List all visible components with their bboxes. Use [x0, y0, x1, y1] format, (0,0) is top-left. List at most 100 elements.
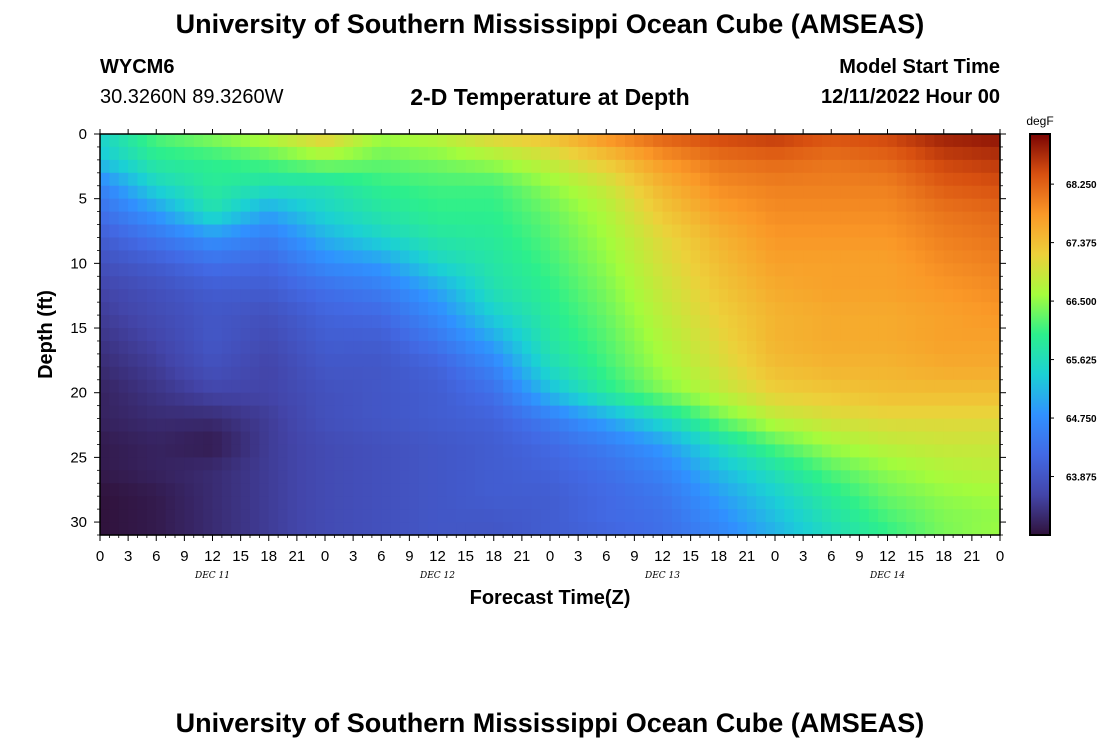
heatmap-cell	[559, 250, 570, 264]
heatmap-cell	[165, 353, 176, 368]
heatmap-cell	[240, 250, 251, 264]
x-tick-label: 21	[964, 548, 981, 565]
heatmap-cell	[325, 496, 335, 510]
heatmap-cell	[990, 366, 1001, 381]
heatmap-cell	[465, 366, 476, 381]
heatmap-cell	[634, 405, 645, 420]
heatmap-cell	[746, 289, 757, 303]
heatmap-cell	[925, 431, 935, 446]
heatmap-cell	[850, 328, 860, 342]
heatmap-cell	[831, 457, 842, 471]
heatmap-cell	[165, 185, 176, 200]
heatmap-cell	[118, 198, 129, 213]
heatmap-cell	[803, 276, 814, 290]
heatmap-cell	[193, 418, 204, 433]
heatmap-cell	[334, 379, 345, 394]
heatmap-cell	[296, 263, 307, 277]
heatmap-cell	[240, 263, 251, 277]
heatmap-cell	[662, 496, 673, 510]
heatmap-cell	[296, 159, 307, 174]
heatmap-cell	[915, 392, 926, 407]
heatmap-cell	[362, 211, 373, 226]
heatmap-cell	[146, 315, 157, 329]
heatmap-cell	[146, 289, 157, 303]
heatmap-cell	[568, 172, 579, 187]
heatmap-cell	[278, 185, 289, 200]
heatmap-cell	[971, 496, 982, 510]
colorbar	[1029, 133, 1051, 536]
heatmap-cell	[390, 302, 401, 316]
heatmap-cell	[596, 392, 607, 407]
heatmap-cell	[175, 483, 185, 497]
heatmap-cell	[587, 418, 598, 433]
heatmap-cell	[925, 379, 935, 394]
heatmap-cell	[662, 470, 673, 484]
heatmap-cell	[962, 237, 973, 252]
x-tick-label: 0	[996, 548, 1004, 565]
x-tick-label: 9	[405, 548, 413, 565]
heatmap-cell	[212, 250, 223, 264]
heatmap-cell	[325, 159, 335, 174]
heatmap-cell	[756, 340, 767, 355]
heatmap-cell	[709, 185, 720, 200]
heatmap-cell	[400, 457, 410, 471]
heatmap-cell	[737, 483, 748, 497]
heatmap-cell	[465, 392, 476, 407]
heatmap-cell	[278, 509, 289, 523]
heatmap-cell	[437, 224, 448, 239]
heatmap-cell	[653, 134, 664, 148]
heatmap-cell	[390, 159, 401, 174]
heatmap-cell	[653, 366, 664, 381]
heatmap-cell	[512, 211, 523, 226]
heatmap-cell	[268, 509, 279, 523]
heatmap-cell	[681, 392, 692, 407]
heatmap-cell	[615, 379, 626, 394]
heatmap-cell	[709, 302, 720, 316]
heatmap-cell	[850, 431, 860, 446]
heatmap-cell	[840, 328, 851, 342]
heatmap-cell	[184, 444, 195, 458]
heatmap-cell	[137, 457, 148, 471]
heatmap-cell	[906, 289, 917, 303]
heatmap-cell	[493, 418, 504, 433]
heatmap-cell	[334, 444, 345, 458]
heatmap-cell	[503, 444, 514, 458]
heatmap-cell	[578, 431, 589, 446]
heatmap-cell	[400, 470, 410, 484]
heatmap-cell	[118, 509, 129, 523]
heatmap-cell	[456, 496, 467, 510]
heatmap-cell	[615, 185, 626, 200]
heatmap-cell	[306, 366, 317, 381]
heatmap-cell	[793, 457, 804, 471]
heatmap-cell	[859, 185, 870, 200]
heatmap-cell	[175, 353, 185, 368]
heatmap-cell	[690, 340, 701, 355]
heatmap-cell	[371, 237, 382, 252]
heatmap-cell	[493, 444, 504, 458]
heatmap-cell	[315, 302, 326, 316]
heatmap-cell	[578, 405, 589, 420]
heatmap-cell	[475, 328, 485, 342]
heatmap-cell	[775, 263, 785, 277]
heatmap-cell	[934, 444, 945, 458]
heatmap-cell	[531, 315, 542, 329]
heatmap-cell	[128, 366, 139, 381]
heatmap-cell	[662, 392, 673, 407]
heatmap-cell	[109, 146, 120, 161]
heatmap-cell	[896, 302, 907, 316]
heatmap-cell	[653, 353, 664, 368]
heatmap-cell	[381, 146, 392, 161]
heatmap-cell	[362, 198, 373, 213]
heatmap-cell	[315, 444, 326, 458]
heatmap-cell	[240, 366, 251, 381]
heatmap-cell	[315, 185, 326, 200]
heatmap-cell	[718, 522, 729, 536]
heatmap-cell	[700, 392, 710, 407]
heatmap-cell	[765, 328, 776, 342]
heatmap-cell	[587, 470, 598, 484]
heatmap-cell	[118, 315, 129, 329]
heatmap-cell	[690, 522, 701, 536]
heatmap-cell	[156, 366, 167, 381]
heatmap-cell	[606, 328, 617, 342]
heatmap-cell	[709, 392, 720, 407]
